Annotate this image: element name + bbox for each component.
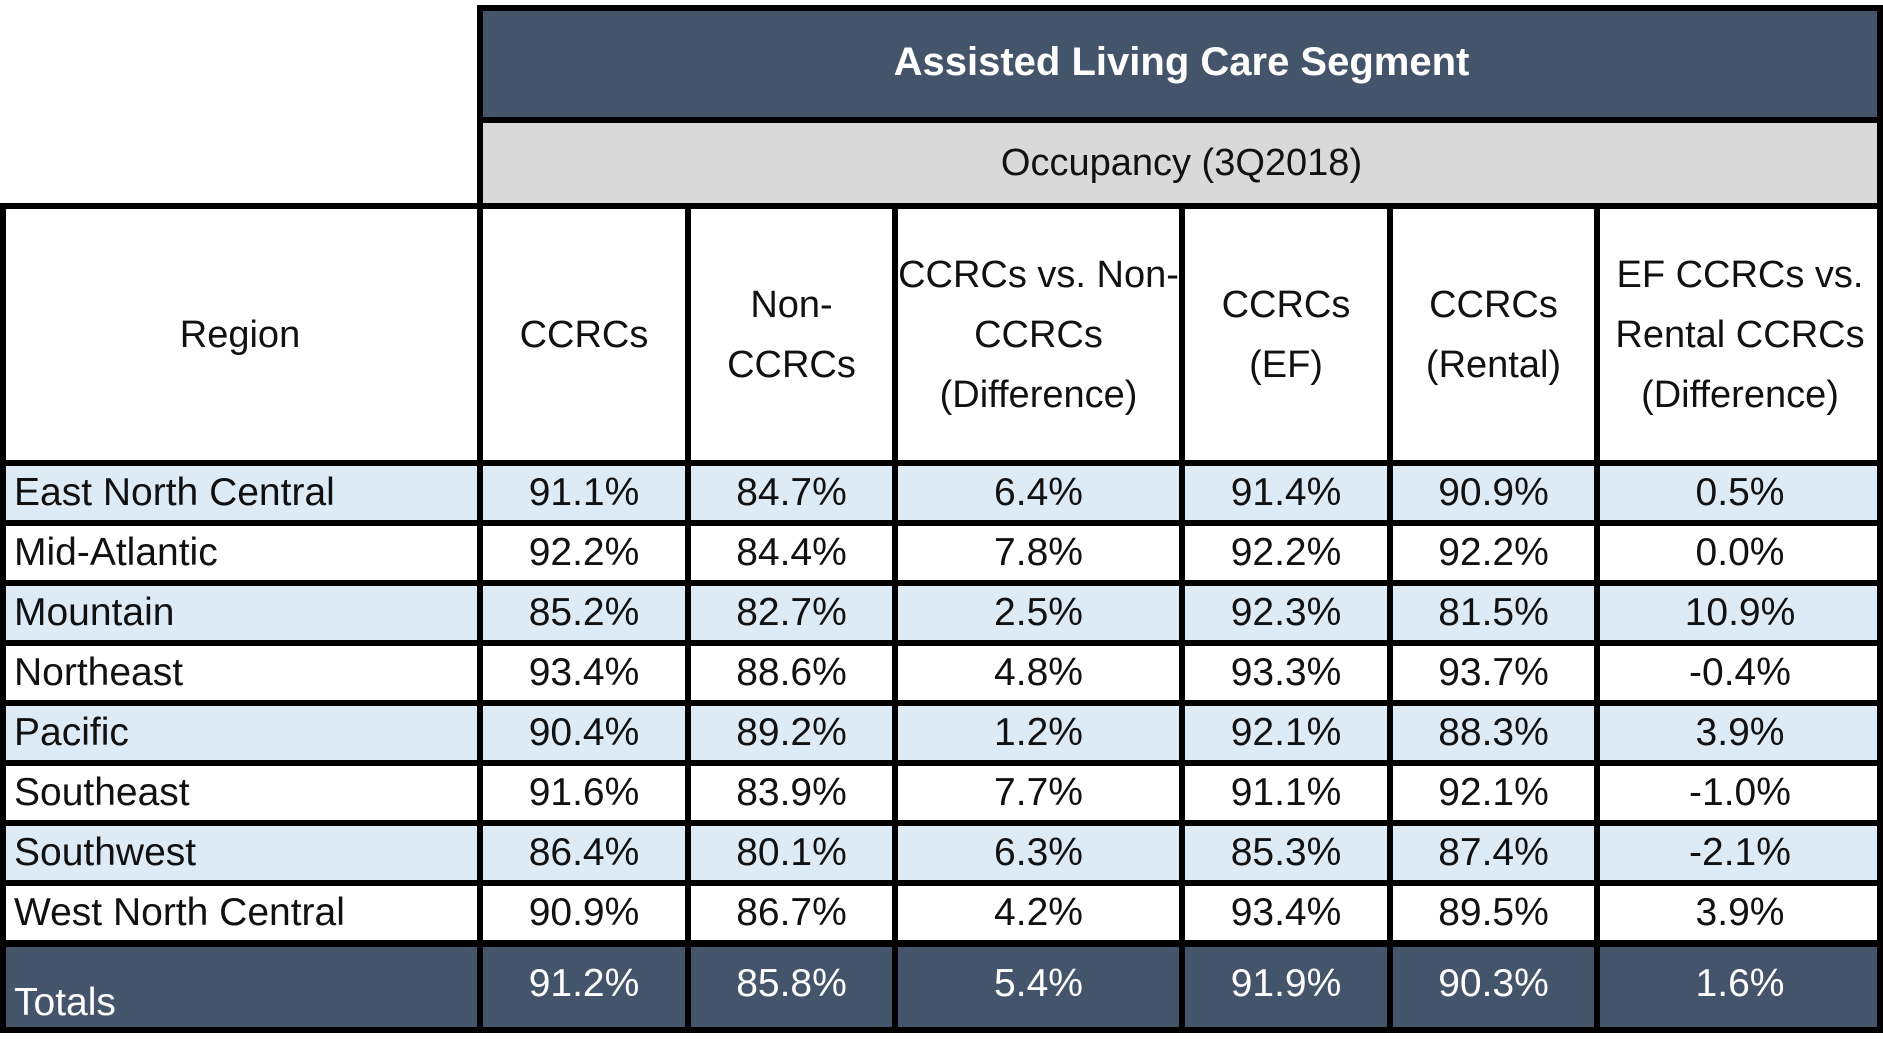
totals-label: Totals	[0, 944, 480, 1033]
table-cell: 92.2%	[1182, 523, 1390, 583]
table-cell: 6.4%	[895, 463, 1182, 523]
table-cell: 88.3%	[1390, 703, 1597, 763]
table-cell: 90.9%	[480, 883, 688, 943]
table-cell: 92.1%	[1390, 763, 1597, 823]
right-border	[1877, 5, 1883, 1033]
table-cell: 93.3%	[1182, 643, 1390, 703]
row-region-label: Mid-Atlantic	[0, 523, 480, 583]
table-cell: 84.4%	[688, 523, 895, 583]
col-border	[1594, 206, 1600, 1033]
totals-top-border	[0, 941, 1883, 947]
table-cell: 85.3%	[1182, 823, 1390, 883]
table-cell: 6.3%	[895, 823, 1182, 883]
left-border	[0, 206, 6, 1033]
column-header: EF CCRCs vs. Rental CCRCs (Difference)	[1597, 206, 1883, 463]
col-border	[1179, 206, 1185, 1033]
table-cell: 4.2%	[895, 883, 1182, 943]
column-header: CCRCs	[480, 206, 688, 463]
title-bottom-border	[480, 117, 1883, 123]
totals-cell: 91.2%	[480, 944, 688, 1033]
col-border	[477, 5, 483, 1033]
table-cell: 84.7%	[688, 463, 895, 523]
column-header: CCRCs (Rental)	[1390, 206, 1597, 463]
row-region-label: Southwest	[0, 823, 480, 883]
table-cell: 92.1%	[1182, 703, 1390, 763]
table-cell: 89.2%	[688, 703, 895, 763]
title-top-border	[480, 5, 1883, 11]
header-bottom-border	[0, 460, 1883, 466]
table-subtitle: Occupancy (3Q2018)	[480, 120, 1883, 206]
table-cell: 91.4%	[1182, 463, 1390, 523]
table-cell: 88.6%	[688, 643, 895, 703]
table-cell: 7.7%	[895, 763, 1182, 823]
table-cell: 92.2%	[480, 523, 688, 583]
table-cell: 1.2%	[895, 703, 1182, 763]
row-border	[0, 640, 1883, 646]
row-region-label: Mountain	[0, 583, 480, 643]
totals-cell: 5.4%	[895, 944, 1182, 1033]
table-cell: 86.4%	[480, 823, 688, 883]
column-header: CCRCs (EF)	[1182, 206, 1390, 463]
header-top-border	[0, 203, 1883, 209]
row-border	[0, 880, 1883, 886]
totals-cell: 90.3%	[1390, 944, 1597, 1033]
totals-bottom-border	[0, 1027, 1883, 1033]
table-cell: 91.1%	[1182, 763, 1390, 823]
col-border	[892, 206, 898, 1033]
row-region-label: Pacific	[0, 703, 480, 763]
row-region-label: Southeast	[0, 763, 480, 823]
table-cell: 80.1%	[688, 823, 895, 883]
table-cell: -1.0%	[1597, 763, 1883, 823]
table-cell: 93.4%	[1182, 883, 1390, 943]
table-cell: 0.0%	[1597, 523, 1883, 583]
col-border	[685, 206, 691, 1033]
table-cell: 93.7%	[1390, 643, 1597, 703]
table-cell: 82.7%	[688, 583, 895, 643]
row-border	[0, 760, 1883, 766]
table-cell: -2.1%	[1597, 823, 1883, 883]
table-title: Assisted Living Care Segment	[480, 5, 1883, 120]
row-border	[0, 520, 1883, 526]
table-cell: 92.3%	[1182, 583, 1390, 643]
table-cell: 87.4%	[1390, 823, 1597, 883]
table-cell: 10.9%	[1597, 583, 1883, 643]
row-region-label: West North Central	[0, 883, 480, 943]
row-border	[0, 700, 1883, 706]
table-cell: 90.9%	[1390, 463, 1597, 523]
table-cell: 83.9%	[688, 763, 895, 823]
table-cell: 86.7%	[688, 883, 895, 943]
table-cell: 89.5%	[1390, 883, 1597, 943]
row-region-label: East North Central	[0, 463, 480, 523]
table-cell: 3.9%	[1597, 883, 1883, 943]
row-border	[0, 580, 1883, 586]
table-cell: 2.5%	[895, 583, 1182, 643]
column-header: Non- CCRCs	[688, 206, 895, 463]
table-cell: 91.6%	[480, 763, 688, 823]
row-border	[0, 820, 1883, 826]
table-cell: 3.9%	[1597, 703, 1883, 763]
table-cell: 0.5%	[1597, 463, 1883, 523]
table-cell: -0.4%	[1597, 643, 1883, 703]
column-header: Region	[0, 206, 480, 463]
col-border	[1387, 206, 1393, 1033]
totals-cell: 85.8%	[688, 944, 895, 1033]
table-cell: 7.8%	[895, 523, 1182, 583]
column-header: CCRCs vs. Non- CCRCs (Difference)	[895, 206, 1182, 463]
table-cell: 85.2%	[480, 583, 688, 643]
row-region-label: Northeast	[0, 643, 480, 703]
totals-cell: 1.6%	[1597, 944, 1883, 1033]
table-cell: 92.2%	[1390, 523, 1597, 583]
table-cell: 90.4%	[480, 703, 688, 763]
table-cell: 91.1%	[480, 463, 688, 523]
table-cell: 93.4%	[480, 643, 688, 703]
table-cell: 4.8%	[895, 643, 1182, 703]
table-cell: 81.5%	[1390, 583, 1597, 643]
totals-cell: 91.9%	[1182, 944, 1390, 1033]
